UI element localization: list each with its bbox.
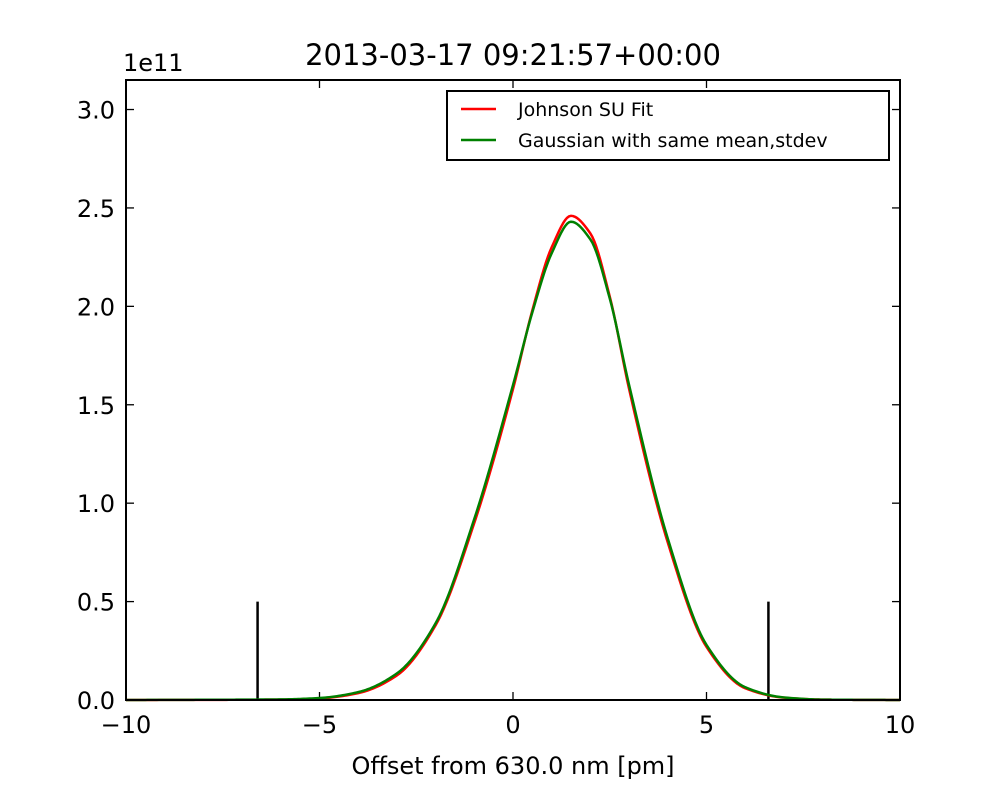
x-tick-label: −10 — [101, 711, 152, 739]
x-tick-label: 10 — [885, 711, 916, 739]
series-line — [125, 220, 901, 702]
y-tick-label: 3.0 — [77, 97, 115, 125]
series-line — [126, 214, 901, 702]
x-tick-label: −5 — [302, 711, 337, 739]
y-tick-label: 1.5 — [77, 392, 115, 420]
y-tick-label: 2.0 — [77, 293, 115, 321]
plot-frame — [125, 79, 901, 701]
x-tick-label: 0 — [505, 711, 520, 739]
x-tick-label: 5 — [699, 711, 714, 739]
y-tick-label: 2.5 — [77, 195, 115, 223]
legend-label: Gaussian with same mean,stdev — [518, 130, 828, 152]
y-offset-label: 1e11 — [123, 49, 184, 77]
legend-box — [446, 90, 890, 161]
y-tick-label: 0.5 — [77, 589, 115, 617]
chart-title: 2013-03-17 09:21:57+00:00 — [305, 38, 721, 72]
legend-label: Johnson SU Fit — [517, 99, 653, 121]
x-axis-label: Offset from 630.0 nm [pm] — [351, 752, 674, 780]
y-tick-label: 0.0 — [77, 687, 115, 715]
y-tick-label: 1.0 — [77, 490, 115, 518]
